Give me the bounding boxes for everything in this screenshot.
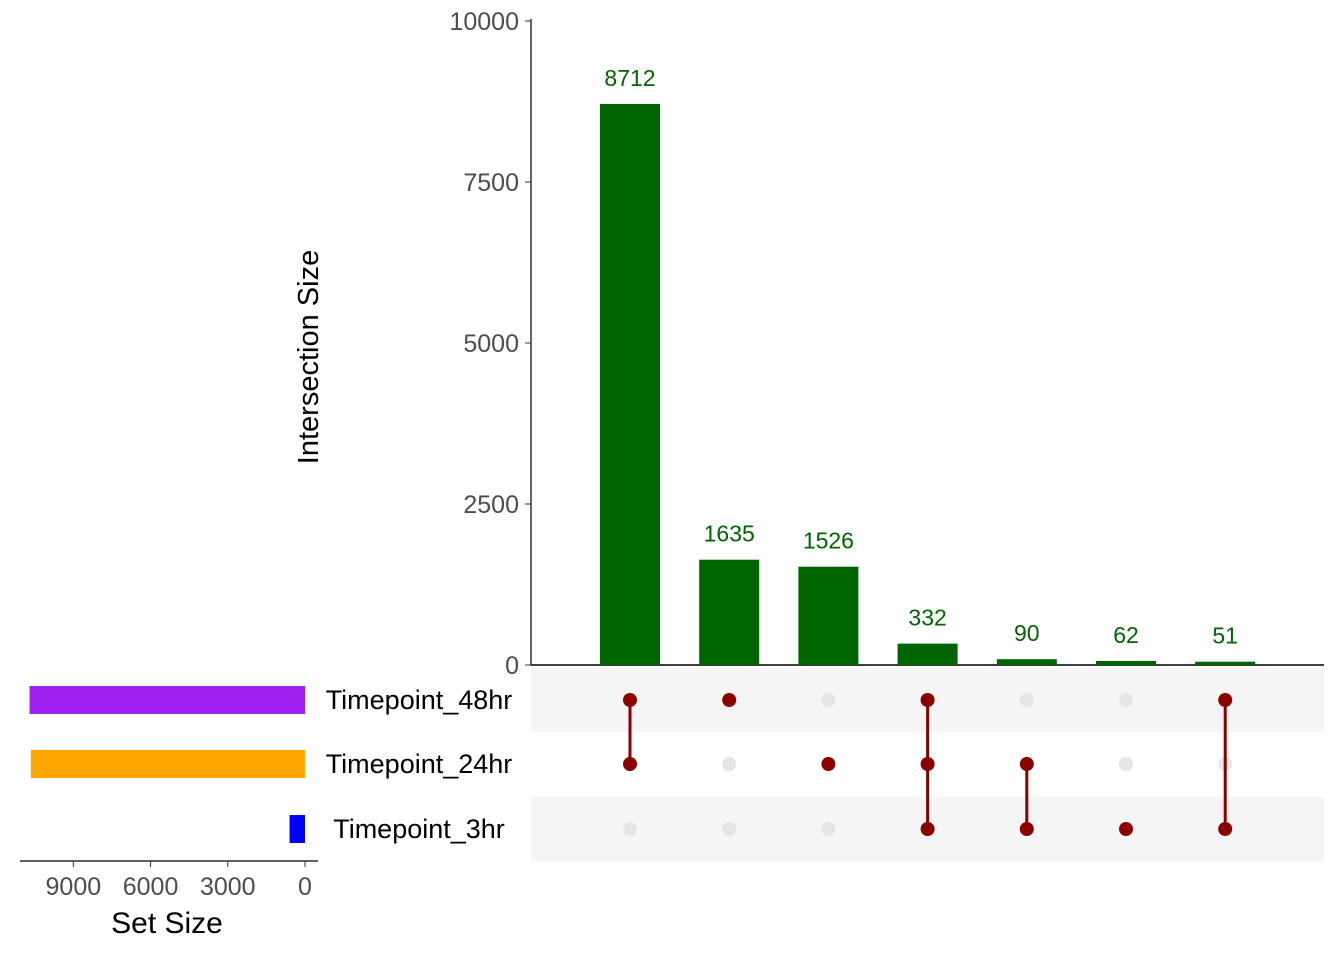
matrix-dot-inactive — [722, 757, 737, 771]
matrix-dot-active — [1218, 822, 1233, 836]
y-tick-label: 7500 — [463, 169, 519, 197]
matrix-dot-active — [623, 693, 637, 707]
y-tick-label: 2500 — [463, 491, 519, 519]
set-size-tick-label: 6000 — [123, 873, 179, 901]
matrix-dot-inactive — [1019, 693, 1034, 707]
matrix-dot-active — [821, 757, 836, 771]
matrix-dot-active — [1019, 822, 1034, 836]
matrix-dot-active — [920, 822, 935, 836]
y-tick-label: 5000 — [463, 330, 519, 358]
matrix-dot-active — [920, 757, 935, 771]
matrix-dot-active — [722, 693, 737, 707]
set-label: Timepoint_48hr — [326, 685, 513, 715]
matrix-dot-inactive — [1119, 693, 1133, 707]
y-tick-label: 10000 — [449, 8, 519, 36]
intersection-bar — [1096, 661, 1156, 665]
matrix-dot-inactive — [1119, 757, 1133, 771]
set-size-bar — [29, 686, 306, 714]
y-tick-label: 0 — [505, 652, 519, 680]
bar-value-label: 1635 — [704, 521, 755, 547]
intersection-bar — [1195, 661, 1256, 665]
bar-value-label: 332 — [908, 605, 946, 631]
matrix-dot-inactive — [623, 822, 637, 836]
bar-value-label: 1526 — [803, 528, 854, 554]
set-size-tick-label: 3000 — [200, 873, 256, 901]
matrix-dot-active — [1119, 822, 1133, 836]
bar-value-label: 8712 — [604, 65, 655, 91]
matrix-dot-active — [1218, 693, 1233, 707]
intersection-bar — [798, 566, 859, 665]
matrix-dot-inactive — [821, 822, 836, 836]
matrix-dot-active — [623, 757, 637, 771]
intersection-bar — [897, 643, 958, 665]
set-size-axis-title: Set Size — [111, 907, 223, 940]
set-size-tick-label: 9000 — [46, 873, 102, 901]
matrix-dot-active — [920, 693, 935, 707]
matrix-dot-inactive — [821, 693, 836, 707]
intersection-bar — [699, 559, 760, 665]
set-label: Timepoint_24hr — [326, 749, 513, 779]
intersection-bar — [996, 659, 1057, 665]
bar-value-label: 62 — [1113, 622, 1139, 648]
set-label: Timepoint_3hr — [333, 814, 505, 844]
intersection-bar — [600, 103, 660, 665]
set-size-bar — [289, 815, 305, 843]
bar-value-label: 90 — [1014, 620, 1040, 646]
set-size-bar — [30, 750, 305, 778]
y-axis-title: Intersection Size — [293, 250, 325, 464]
matrix-dot-inactive — [722, 822, 737, 836]
set-size-tick-label: 0 — [298, 873, 312, 901]
bar-value-label: 51 — [1212, 623, 1238, 649]
matrix-dot-active — [1019, 757, 1034, 771]
